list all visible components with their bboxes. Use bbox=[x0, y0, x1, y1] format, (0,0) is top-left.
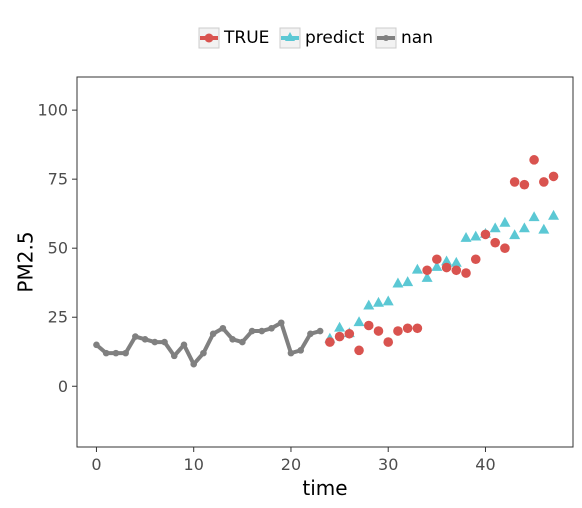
y-axis: 0 25 50 75 100 bbox=[37, 101, 77, 396]
data-point-nan bbox=[219, 324, 227, 332]
data-point-predict bbox=[441, 255, 453, 266]
legend: TRUE predict nan bbox=[198, 27, 433, 49]
data-point-nan bbox=[200, 349, 207, 357]
data-point-nan bbox=[170, 352, 178, 360]
data-point-nan bbox=[268, 324, 275, 332]
data-point-predict bbox=[431, 260, 443, 271]
data-point-nan bbox=[151, 338, 159, 346]
series-true bbox=[325, 155, 559, 356]
data-point-true bbox=[402, 323, 413, 334]
data-point-predict bbox=[382, 295, 394, 306]
data-point-nan bbox=[102, 349, 110, 357]
data-point-predict bbox=[334, 321, 346, 332]
data-point-true bbox=[548, 171, 559, 182]
data-point-predict bbox=[548, 209, 560, 220]
data-point-predict bbox=[450, 256, 462, 267]
data-point-nan bbox=[316, 327, 324, 335]
data-point-true bbox=[393, 326, 403, 336]
data-point-true bbox=[461, 268, 471, 278]
y-axis-title: PM2.5 bbox=[14, 231, 38, 292]
x-axis-title: time bbox=[302, 476, 347, 500]
data-point-nan bbox=[277, 319, 285, 327]
y-tick-label: 50 bbox=[48, 239, 68, 258]
data-point-nan bbox=[229, 336, 236, 343]
data-point-predict bbox=[353, 316, 365, 327]
data-point-predict bbox=[411, 263, 423, 274]
legend-key-marker bbox=[383, 35, 389, 41]
data-point-nan bbox=[141, 336, 149, 343]
data-point-nan bbox=[180, 341, 188, 349]
data-point-predict bbox=[538, 223, 550, 234]
data-point-true bbox=[432, 254, 442, 265]
data-point-true bbox=[509, 177, 520, 187]
x-tick-label: 0 bbox=[91, 455, 101, 474]
legend-item-true: TRUE bbox=[198, 27, 269, 49]
data-point-nan bbox=[190, 360, 198, 368]
x-tick-label: 10 bbox=[184, 455, 204, 474]
data-point-nan bbox=[209, 330, 217, 338]
data-point-predict bbox=[470, 230, 482, 241]
data-point-predict bbox=[372, 296, 384, 307]
data-point-true bbox=[422, 265, 432, 276]
data-point-nan bbox=[122, 349, 129, 357]
y-tick-label: 75 bbox=[48, 170, 68, 189]
data-point-true bbox=[451, 265, 462, 276]
y-tick-label: 100 bbox=[37, 101, 68, 120]
data-point-nan bbox=[248, 327, 256, 335]
legend-item-predict: predict bbox=[279, 27, 365, 49]
x-tick-label: 20 bbox=[281, 455, 301, 474]
data-point-true bbox=[529, 155, 539, 165]
data-point-predict bbox=[518, 222, 530, 233]
x-tick-label: 30 bbox=[378, 455, 398, 474]
legend-label: TRUE bbox=[223, 28, 269, 48]
data-point-predict bbox=[363, 299, 375, 310]
data-point-nan bbox=[287, 349, 295, 357]
y-tick-label: 0 bbox=[58, 377, 68, 396]
data-point-predict bbox=[528, 211, 540, 222]
series-layer bbox=[93, 155, 560, 368]
data-point-true bbox=[500, 243, 510, 253]
data-point-nan bbox=[93, 341, 100, 349]
data-point-predict bbox=[421, 272, 433, 282]
data-point-true bbox=[325, 337, 335, 347]
data-point-nan bbox=[239, 338, 246, 346]
data-point-true bbox=[344, 328, 355, 339]
series-nan bbox=[93, 319, 324, 368]
data-point-true bbox=[519, 179, 530, 190]
plot-panel bbox=[76, 76, 574, 448]
data-point-predict bbox=[392, 277, 404, 288]
data-point-true bbox=[480, 229, 491, 240]
data-point-true bbox=[383, 337, 394, 347]
data-point-true bbox=[363, 320, 374, 331]
data-point-nan bbox=[307, 330, 314, 338]
data-point-nan bbox=[112, 349, 120, 357]
data-point-true bbox=[470, 254, 481, 265]
data-point-true bbox=[354, 345, 364, 356]
data-point-true bbox=[441, 262, 452, 273]
data-point-true bbox=[334, 331, 345, 342]
data-point-predict bbox=[499, 216, 511, 227]
data-point-nan bbox=[161, 338, 168, 346]
legend-label: predict bbox=[305, 28, 365, 48]
data-point-true bbox=[490, 237, 500, 248]
legend-item-nan: nan bbox=[375, 27, 433, 49]
data-point-nan bbox=[132, 333, 139, 340]
data-point-nan bbox=[258, 327, 266, 335]
legend-key-marker bbox=[285, 32, 295, 42]
x-tick-label: 40 bbox=[475, 455, 495, 474]
x-axis: 0 10 20 30 40 bbox=[91, 447, 496, 474]
y-tick-label: 25 bbox=[48, 308, 68, 327]
data-point-predict bbox=[460, 231, 472, 242]
data-point-predict bbox=[402, 276, 414, 287]
data-point-true bbox=[539, 177, 549, 187]
data-point-true bbox=[373, 326, 384, 336]
data-point-true bbox=[412, 323, 423, 334]
data-point-predict bbox=[509, 229, 521, 240]
data-point-predict bbox=[489, 222, 501, 233]
legend-key-marker bbox=[204, 33, 214, 43]
legend-label: nan bbox=[401, 28, 433, 48]
data-point-nan bbox=[297, 347, 304, 354]
